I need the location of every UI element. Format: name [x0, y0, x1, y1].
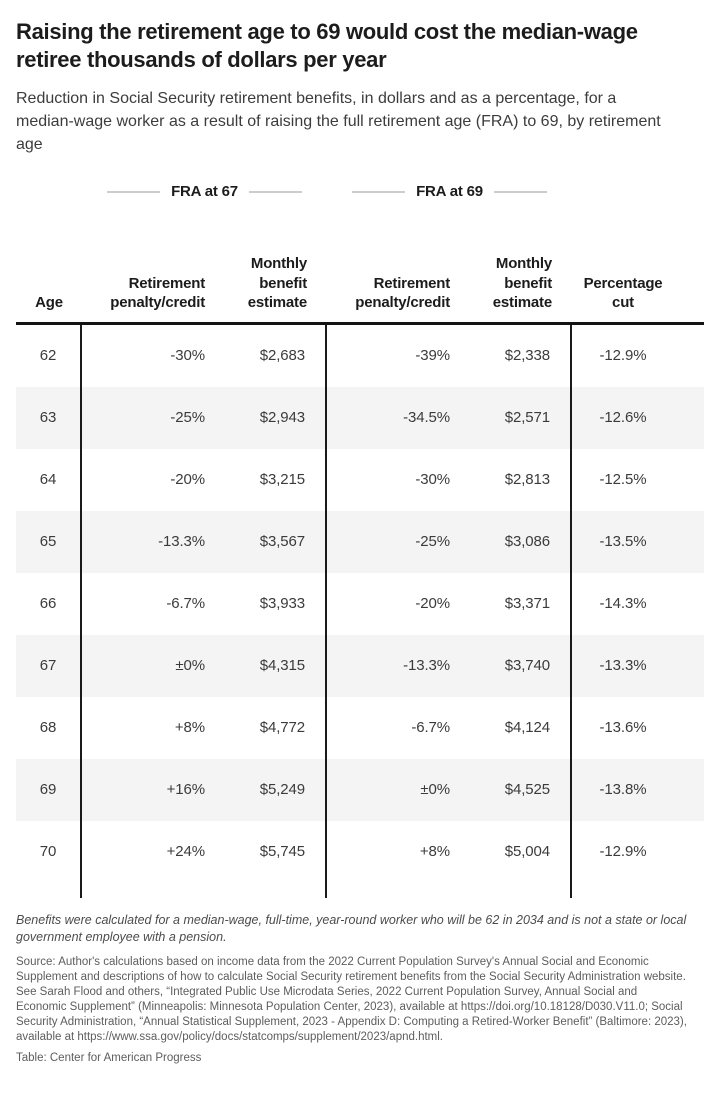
cell-fra67-penalty: -20% [170, 471, 205, 489]
column-header-fra67-benefit: Monthly benefit estimate [247, 255, 307, 312]
legend-rule-icon [493, 190, 547, 193]
cell-age: 64 [16, 448, 82, 511]
cell-percentage-cut: -12.6% [599, 409, 647, 427]
divider-tail [16, 882, 704, 898]
legend-rule-icon [352, 190, 406, 193]
figure-title: Raising the retirement age to 69 would c… [16, 19, 638, 72]
cell-fra69-benefit: $2,813 [450, 448, 572, 511]
cell-fra67-benefit: $4,315 [205, 634, 327, 697]
cell-percentage-cut: -13.5% [599, 533, 647, 551]
figure-source: Source: Author's calculations based on i… [16, 956, 687, 1043]
divider-segment [205, 882, 327, 898]
cell-fra69-benefit: $4,525 [450, 758, 572, 821]
table-row: 65 -13.3% $3,567 -25% $3,086 -13.5% [16, 510, 704, 573]
cell-fra69-benefit: $5,004 [450, 820, 572, 883]
table-row: 70 +24% $5,745 +8% $5,004 -12.9% [16, 820, 704, 883]
cell-percentage-cut: -12.5% [599, 471, 647, 489]
legend-group-fra69: FRA at 69 [327, 183, 572, 201]
cell-age: 66 [16, 572, 82, 635]
table-header-row: Age Retirement penalty/credit Monthly be… [16, 247, 704, 325]
cell-fra67-benefit: $3,567 [205, 510, 327, 573]
legend-rule-icon [248, 190, 302, 193]
cell-fra69-benefit: $2,571 [450, 386, 572, 449]
column-header-fra69-penalty: Retirement penalty/credit [355, 274, 450, 312]
cell-age: 62 [16, 324, 82, 387]
cell-percentage-cut: -12.9% [599, 843, 647, 861]
table-row: 67 ±0% $4,315 -13.3% $3,740 -13.3% [16, 634, 704, 697]
cell-fra67-penalty: -25% [170, 409, 205, 427]
cell-percentage-cut: -12.9% [599, 347, 647, 365]
cell-fra67-penalty: +24% [166, 843, 205, 861]
divider-segment [327, 883, 450, 898]
column-group-legend: FRA at 67 FRA at 69 [82, 183, 704, 201]
legend-label-fra69: FRA at 69 [416, 183, 483, 201]
cell-percentage-cut: -13.3% [599, 657, 647, 675]
divider-segment [450, 882, 572, 898]
cell-fra67-penalty: +16% [166, 781, 205, 799]
legend-label-fra67: FRA at 67 [171, 183, 238, 201]
cell-age: 69 [16, 758, 82, 821]
cell-age: 68 [16, 696, 82, 759]
cell-fra67-benefit: $3,215 [205, 448, 327, 511]
divider-segment [82, 883, 205, 898]
cell-fra69-penalty: -30% [415, 471, 450, 489]
table-row: 64 -20% $3,215 -30% $2,813 -12.5% [16, 448, 704, 511]
cell-fra67-benefit: $5,249 [205, 758, 327, 821]
figure-credit: Table: Center for American Progress [16, 1051, 202, 1064]
cell-fra69-benefit: $4,124 [450, 696, 572, 759]
cell-fra67-penalty: -6.7% [166, 595, 205, 613]
cell-age: 70 [16, 820, 82, 883]
column-header-percentage-cut: Percentage cut [583, 274, 663, 312]
cell-fra67-penalty: -30% [170, 347, 205, 365]
column-header-fra69-benefit: Monthly benefit estimate [492, 255, 552, 312]
cell-percentage-cut: -14.3% [599, 595, 647, 613]
cell-fra69-benefit: $3,740 [450, 634, 572, 697]
divider-segment [16, 882, 82, 898]
legend-rule-icon [107, 190, 161, 193]
cell-fra69-penalty: -39% [415, 347, 450, 365]
column-header-fra67-penalty: Retirement penalty/credit [110, 274, 205, 312]
figure: Raising the retirement age to 69 would c… [16, 19, 704, 1064]
cell-age: 63 [16, 386, 82, 449]
cell-fra69-penalty: -20% [415, 595, 450, 613]
cell-fra67-penalty: -13.3% [158, 533, 205, 551]
cell-fra67-penalty: ±0% [175, 657, 205, 675]
divider-segment [572, 883, 704, 898]
cell-fra69-benefit: $3,086 [450, 510, 572, 573]
cell-fra67-benefit: $4,772 [205, 696, 327, 759]
table-row: 63 -25% $2,943 -34.5% $2,571 -12.6% [16, 386, 704, 449]
cell-fra69-penalty: +8% [419, 843, 450, 861]
table-row: 69 +16% $5,249 ±0% $4,525 -13.8% [16, 758, 704, 821]
figure-subtitle: Reduction in Social Security retirement … [16, 90, 661, 154]
cell-age: 67 [16, 634, 82, 697]
table-body: 62 -30% $2,683 -39% $2,338 -12.9% 63 -25% $2,943… [16, 324, 704, 883]
legend-group-fra67: FRA at 67 [82, 183, 327, 201]
cell-fra67-benefit: $5,745 [205, 820, 327, 883]
cell-fra69-penalty: ±0% [420, 781, 450, 799]
cell-fra69-penalty: -13.3% [403, 657, 450, 675]
figure-footnote: Benefits were calculated for a median-wa… [16, 912, 687, 945]
column-header-age: Age [35, 294, 63, 312]
cell-fra67-penalty: +8% [174, 719, 205, 737]
cell-fra69-penalty: -25% [415, 533, 450, 551]
cell-age: 65 [16, 510, 82, 573]
table-row: 62 -30% $2,683 -39% $2,338 -12.9% [16, 324, 704, 387]
cell-fra69-benefit: $3,371 [450, 572, 572, 635]
cell-fra67-benefit: $2,683 [205, 324, 327, 387]
cell-percentage-cut: -13.8% [599, 781, 647, 799]
table-row: 68 +8% $4,772 -6.7% $4,124 -13.6% [16, 696, 704, 759]
cell-fra67-benefit: $3,933 [205, 572, 327, 635]
cell-fra69-penalty: -6.7% [411, 719, 450, 737]
cell-percentage-cut: -13.6% [599, 719, 647, 737]
cell-fra69-penalty: -34.5% [403, 409, 450, 427]
cell-fra69-benefit: $2,338 [450, 324, 572, 387]
cell-fra67-benefit: $2,943 [205, 386, 327, 449]
table-row: 66 -6.7% $3,933 -20% $3,371 -14.3% [16, 572, 704, 635]
